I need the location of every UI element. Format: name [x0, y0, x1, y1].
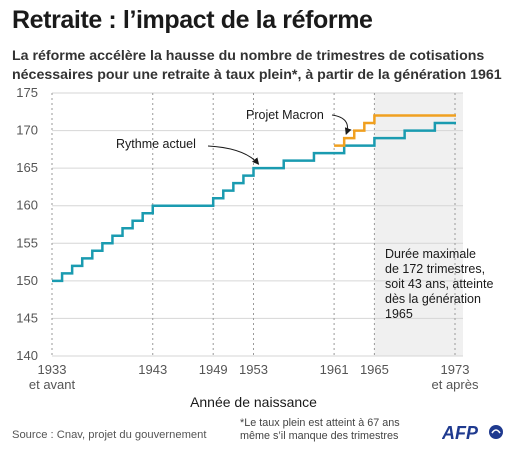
afp-logo-mark — [489, 425, 503, 439]
chart-title: Retraite : l’impact de la réforme — [12, 6, 373, 34]
chart-subtitle: La réforme accélère la hausse du nombre … — [12, 48, 502, 83]
y-tick-label: 155 — [16, 235, 38, 250]
x-tick-label: 1943 — [138, 362, 167, 377]
y-tick-label: 160 — [16, 198, 38, 213]
afp-logo-text: AFP — [442, 423, 479, 443]
footnote: *Le taux plein est atteint à 67 ans même… — [240, 417, 400, 443]
footnote-line-1: *Le taux plein est atteint à 67 ans — [240, 417, 400, 429]
annotation-rythme-actuel: Rythme actuel — [116, 137, 196, 151]
annotation-arrow-projet-macron — [331, 114, 352, 136]
side-note-line: 1965 — [385, 307, 413, 321]
y-tick-label: 165 — [16, 160, 38, 175]
y-tick-label: 175 — [16, 85, 38, 100]
side-note-line: dès la génération — [385, 292, 481, 306]
y-tick-label: 150 — [16, 273, 38, 288]
x-tick-label: 1949 — [199, 362, 228, 377]
y-tick-label: 140 — [16, 348, 38, 363]
x-tick-label: et avant — [29, 377, 76, 392]
afp-logo: AFP — [442, 423, 503, 443]
footnote-line-2: même s’il manque des trimestres — [240, 430, 399, 442]
x-tick-label: 1961 — [320, 362, 349, 377]
annotation-arrow-rythme-actuel — [207, 145, 260, 165]
y-tick-label: 145 — [16, 310, 38, 325]
side-note-line: Durée maximale — [385, 247, 476, 261]
source-note: Source : Cnav, projet du gouvernement — [12, 429, 207, 441]
x-tick-label: et après — [432, 377, 479, 392]
side-note-line: de 172 trimestres, — [385, 262, 485, 276]
shaded-region — [374, 93, 463, 356]
x-tick-label: 1965 — [360, 362, 389, 377]
x-axis-title: Année de naissance — [190, 394, 317, 410]
x-tick-label: 1933 — [38, 362, 67, 377]
y-tick-label: 170 — [16, 123, 38, 138]
series-rythme-actuel — [52, 121, 456, 283]
side-note-line: soit 43 ans, atteinte — [385, 277, 493, 291]
series-projet-macron — [334, 114, 456, 147]
x-tick-label: 1973 — [441, 362, 470, 377]
annotation-projet-macron: Projet Macron — [246, 108, 324, 122]
x-tick-label: 1953 — [239, 362, 268, 377]
